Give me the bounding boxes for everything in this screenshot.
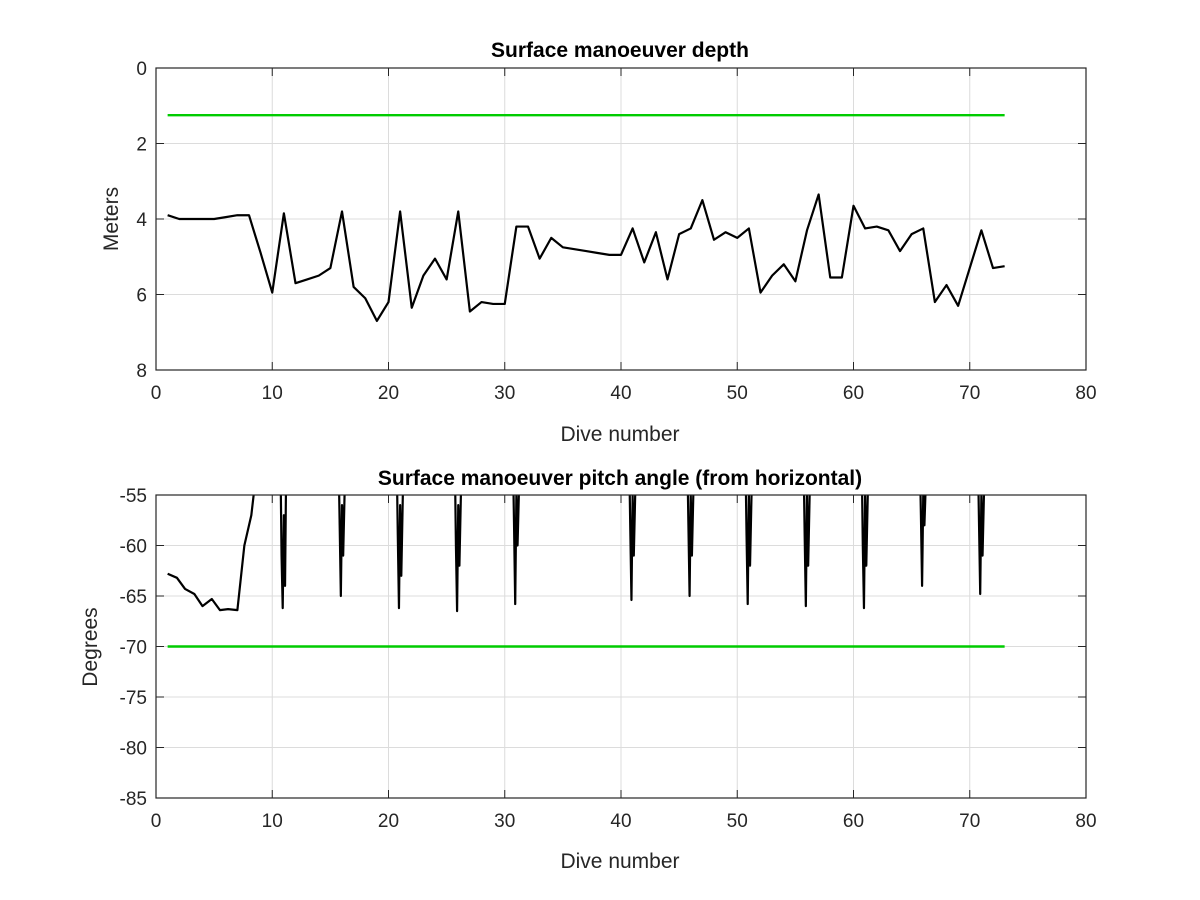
pitch-ytick-label: -65: [120, 587, 147, 608]
depth-xtick-label: 40: [610, 383, 631, 404]
depth-series-group: [167, 113, 1005, 323]
depth-ytick-label: 8: [136, 361, 147, 382]
pitch-xtick-label: 50: [727, 811, 748, 832]
pitch-ytick-label: -80: [120, 739, 147, 760]
pitch-ytick-label: -75: [120, 688, 147, 709]
depth-xlabel: Dive number: [560, 423, 679, 446]
depth-data-line: [167, 193, 1005, 323]
depth-xtick-label: 70: [959, 383, 980, 404]
depth-xtick-label: 80: [1075, 383, 1096, 404]
pitch-data-line: [167, 495, 986, 613]
depth-ytick-label: 6: [136, 286, 147, 307]
depth-xtick-label: 30: [494, 383, 515, 404]
depth-xtick-label: 0: [151, 383, 162, 404]
pitch-xtick-label: 20: [378, 811, 399, 832]
pitch-panel: Surface manoeuver pitch angle (from hori…: [79, 467, 1097, 873]
pitch-xtick-label: 0: [151, 811, 162, 832]
pitch-xtick-label: 70: [959, 811, 980, 832]
pitch-title: Surface manoeuver pitch angle (from hori…: [378, 467, 862, 490]
pitch-ytick-label: -60: [120, 537, 147, 558]
depth-xtick-label: 50: [727, 383, 748, 404]
pitch-xtick-label: 30: [494, 811, 515, 832]
pitch-xtick-label: 40: [610, 811, 631, 832]
pitch-ylabel: Degrees: [79, 607, 102, 686]
pitch-ytick-label: -70: [120, 638, 147, 659]
pitch-xtick-label: 10: [262, 811, 283, 832]
depth-title: Surface manoeuver depth: [491, 39, 749, 62]
depth-ylabel: Meters: [100, 187, 123, 251]
pitch-series-group: [167, 495, 1005, 648]
depth-ytick-label: 2: [136, 135, 147, 156]
pitch-xtick-label: 80: [1075, 811, 1096, 832]
pitch-xlabel: Dive number: [560, 850, 679, 873]
depth-panel: Surface manoeuver depth Dive number Mete…: [100, 39, 1097, 446]
pitch-ytick-label: -55: [120, 486, 147, 507]
depth-xtick-label: 10: [262, 383, 283, 404]
depth-xtick-label: 60: [843, 383, 864, 404]
depth-ytick-label: 4: [136, 210, 147, 231]
pitch-xtick-label: 60: [843, 811, 864, 832]
pitch-ytick-label: -85: [120, 789, 147, 810]
depth-xtick-label: 20: [378, 383, 399, 404]
depth-ytick-label: 0: [136, 59, 147, 80]
